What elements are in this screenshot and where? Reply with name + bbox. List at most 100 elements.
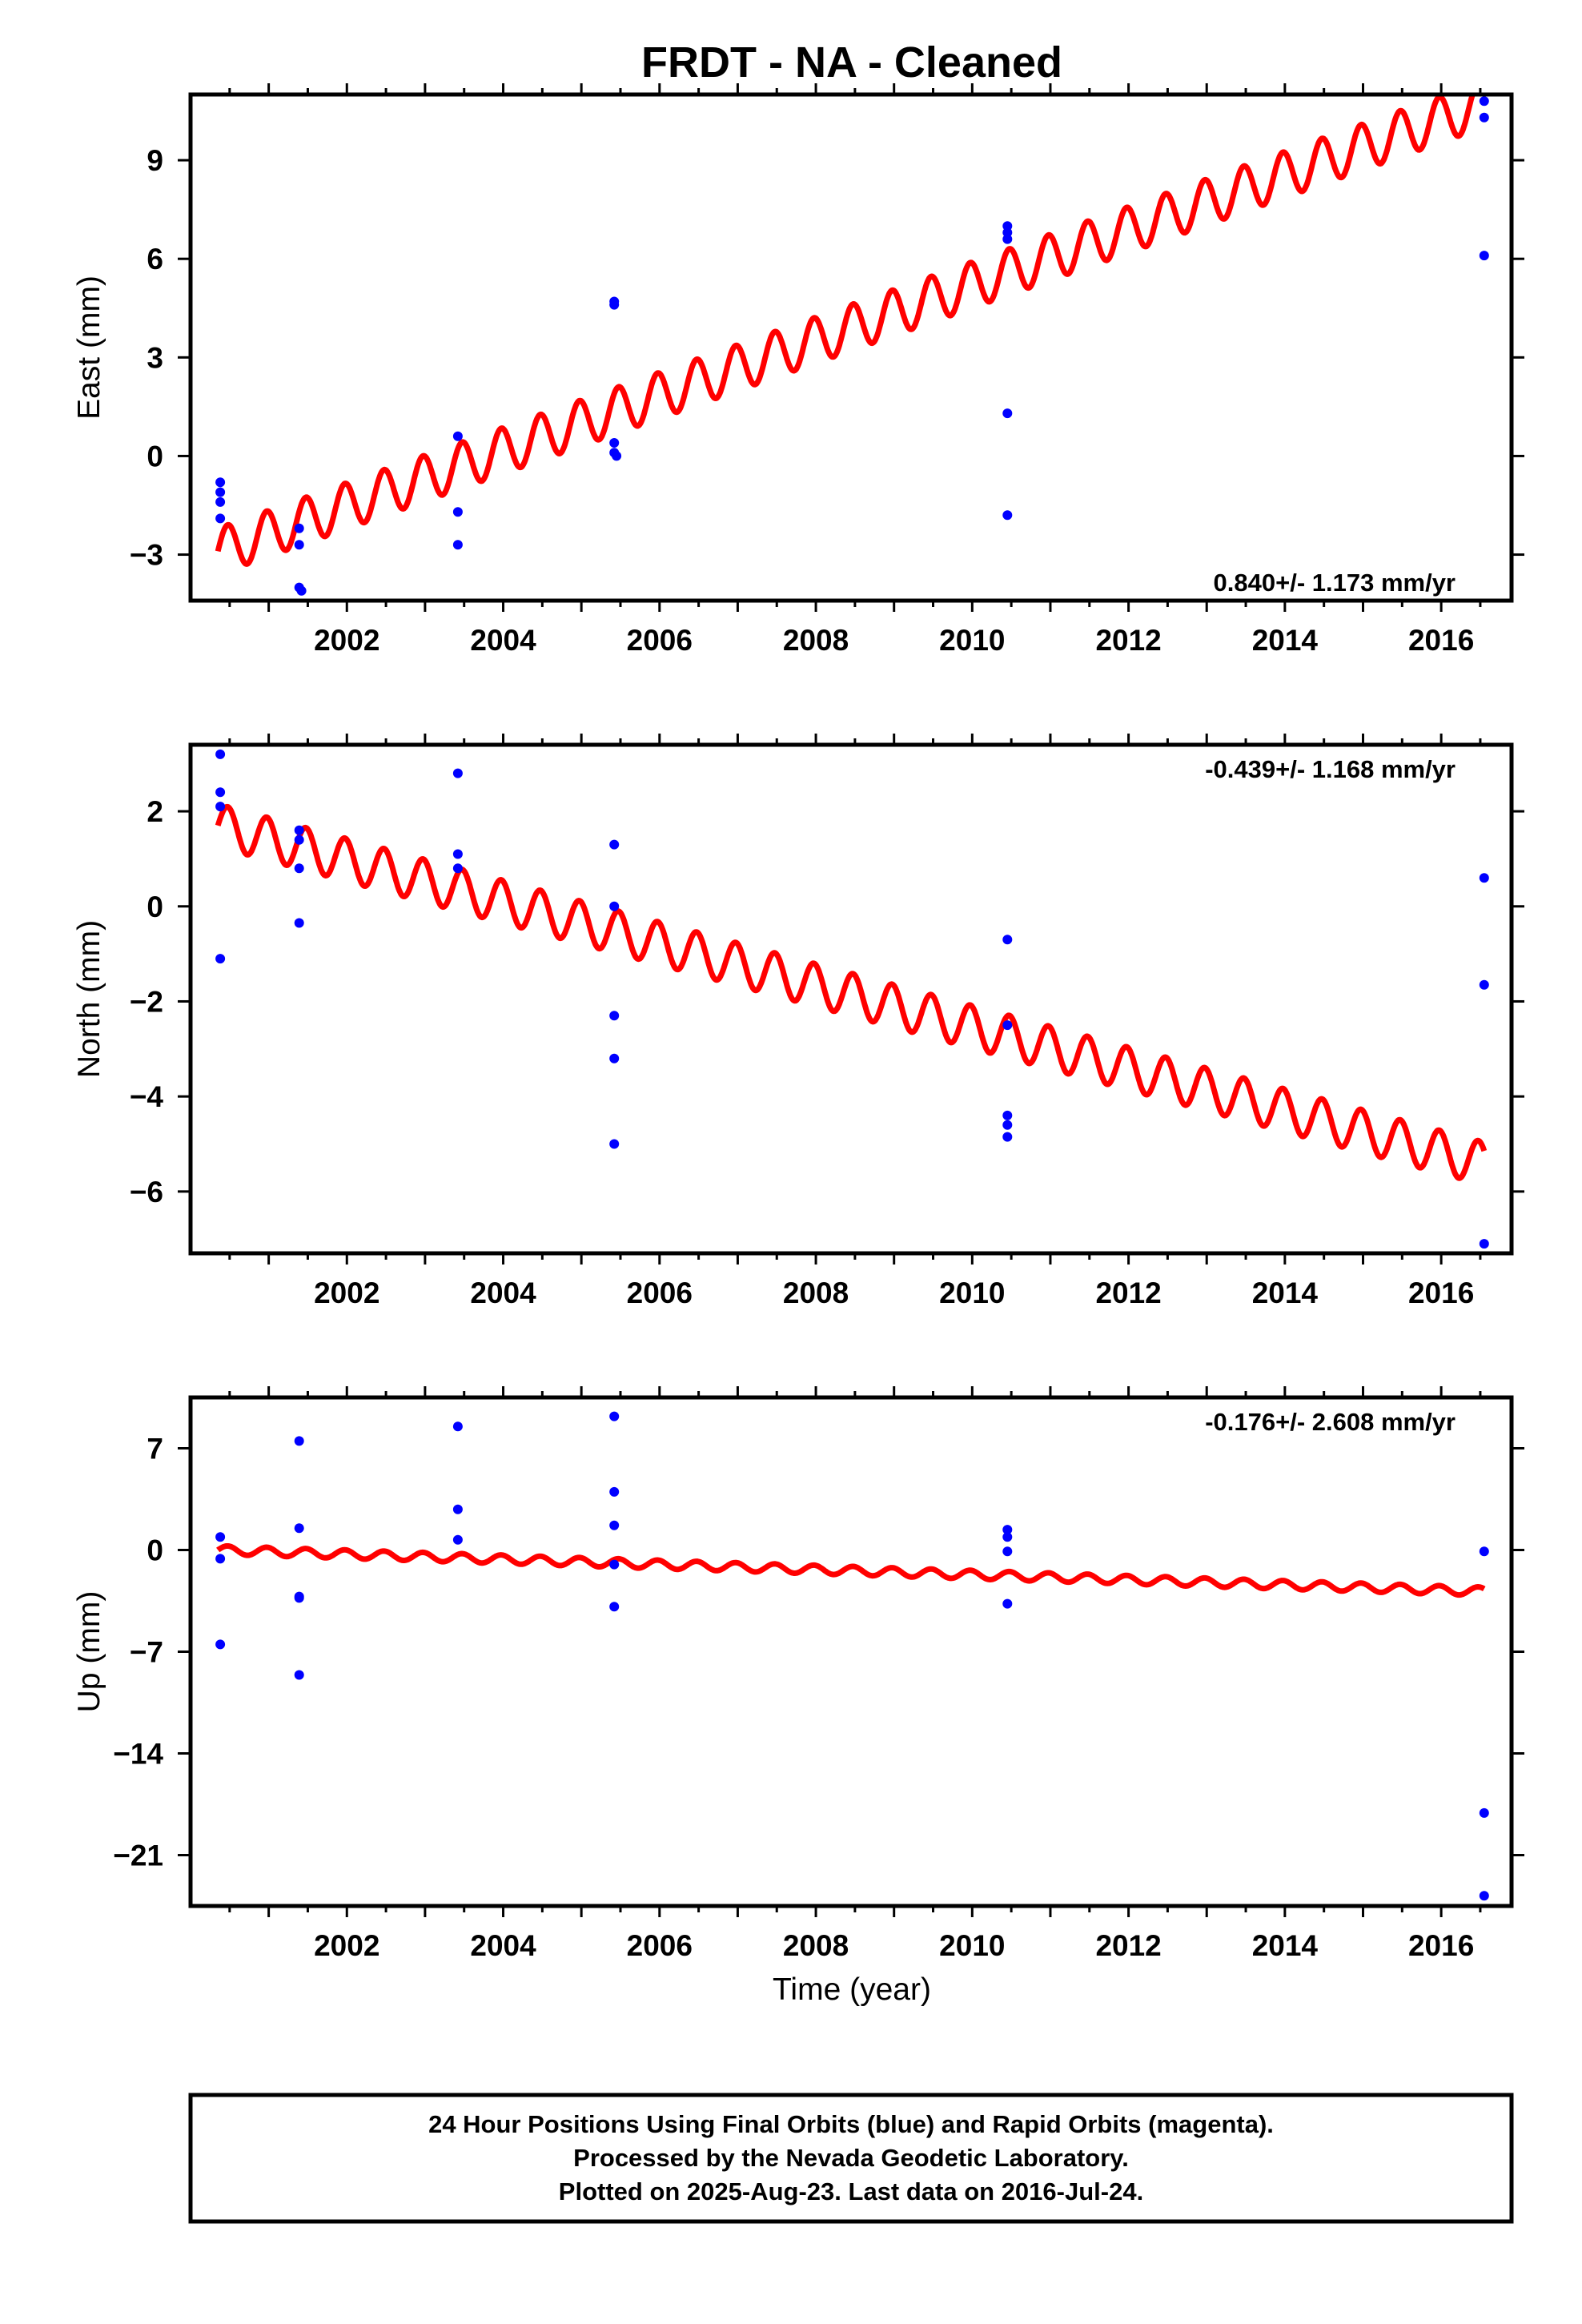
east-x-tick-label: 2012: [1095, 624, 1161, 657]
east-y-tick-label: 9: [147, 144, 163, 177]
north-data-point: [609, 1011, 620, 1021]
legend-box: [188, 2093, 1514, 2224]
east-y-axis-label: East (mm): [72, 275, 106, 420]
north-data-point: [609, 1053, 620, 1063]
north-data-point: [1002, 1132, 1013, 1142]
up-data-point: [452, 1504, 463, 1514]
north-x-tick-label: 2012: [1095, 1277, 1161, 1309]
east-y-tick-label: −3: [130, 539, 163, 572]
up-data-point: [1002, 1525, 1013, 1535]
north-data-point: [1002, 1110, 1013, 1120]
east-y-tick-label: 6: [147, 243, 163, 275]
east-data-point: [215, 487, 226, 497]
north-x-tick-label: 2010: [939, 1277, 1005, 1309]
up-y-tick-label: 7: [147, 1433, 163, 1466]
east-data-point: [1002, 227, 1013, 238]
north-data-point: [452, 768, 463, 778]
legend-line-2: Processed by the Nevada Geodetic Laborat…: [573, 2144, 1129, 2172]
north-rate-label: -0.439+/- 1.168 mm/yr: [1205, 755, 1456, 783]
up-data-point: [1479, 1807, 1489, 1818]
east-data-point: [296, 585, 307, 596]
up-data-point: [294, 1670, 304, 1680]
north-data-point: [215, 787, 226, 798]
up-data-point: [609, 1602, 620, 1612]
north-data-point: [215, 802, 226, 812]
up-y-tick-label: −21: [113, 1839, 163, 1872]
figure-title: FRDT - NA - Cleaned: [641, 38, 1062, 86]
east-x-tick-label: 2008: [783, 624, 849, 657]
north-data-point: [452, 863, 463, 874]
north-data-point: [1479, 979, 1489, 990]
north-x-tick-label: 2008: [783, 1277, 849, 1309]
east-data-point: [215, 497, 226, 507]
east-x-tick-label: 2010: [939, 624, 1005, 657]
north-x-tick-label: 2016: [1408, 1277, 1474, 1309]
legend-line-1: 24 Hour Positions Using Final Orbits (bl…: [428, 2110, 1274, 2138]
up-data-point: [609, 1520, 620, 1530]
up-data-point: [294, 1436, 304, 1446]
up-data-point: [294, 1593, 304, 1603]
north-data-point: [1002, 1020, 1013, 1031]
panel-north: 2002 2004 2006 2008 2010 2012 2014 2016 −6 −4 −2 0 2…: [72, 734, 1524, 1309]
up-data-point: [452, 1534, 463, 1545]
up-y-tick-label: 0: [147, 1534, 163, 1567]
up-y-axis-label: Up (mm): [72, 1591, 106, 1713]
east-x-tick-label: 2002: [314, 624, 379, 657]
north-data-point: [1479, 873, 1489, 883]
east-rate-label: 0.840+/- 1.173 mm/yr: [1214, 569, 1456, 597]
up-data-point: [215, 1554, 226, 1564]
east-x-tick-label: 2006: [627, 624, 693, 657]
north-y-tick-label: −2: [130, 985, 163, 1018]
panels-group: 2002 2004 2006 2008 2010 2012 2014 2016 −3 0 3 6 9 Ea…: [72, 83, 1524, 1962]
up-data-point: [609, 1559, 620, 1570]
legend-line-3: Plotted on 2025-Aug-23. Last data on 201…: [559, 2177, 1143, 2205]
north-data-point: [215, 954, 226, 964]
up-x-tick-label: 2004: [470, 1929, 536, 1962]
up-data-point: [609, 1486, 620, 1497]
east-data-point: [294, 523, 304, 533]
east-data-point: [294, 540, 304, 550]
up-data-point: [1002, 1532, 1013, 1542]
east-data-point: [609, 438, 620, 448]
x-axis-label: Time (year): [773, 1972, 931, 2007]
east-y-tick-label: 0: [147, 440, 163, 472]
up-x-tick-label: 2016: [1408, 1929, 1474, 1962]
up-data-point: [1002, 1546, 1013, 1557]
east-frame: [188, 92, 1514, 603]
north-x-tick-label: 2014: [1252, 1277, 1319, 1309]
east-data-point: [452, 431, 463, 441]
up-y-tick-label: −7: [130, 1636, 163, 1669]
east-data-point: [609, 296, 620, 307]
north-data-point: [294, 863, 304, 874]
north-data-point: [452, 849, 463, 859]
north-y-tick-label: 2: [147, 795, 163, 828]
north-data-point: [609, 1139, 620, 1149]
up-data-point: [609, 1411, 620, 1421]
up-frame: [188, 1395, 1514, 1908]
up-y-tick-label: −14: [113, 1738, 163, 1771]
east-data-point: [1479, 112, 1489, 123]
north-frame: [188, 742, 1514, 1256]
up-model-curve: [215, 1543, 1487, 1598]
up-data-point: [1002, 1598, 1013, 1609]
east-data-point: [215, 513, 226, 524]
north-data-point: [215, 749, 226, 759]
north-data-point: [294, 825, 304, 835]
east-data-point: [215, 477, 226, 488]
panel-up: 2002 2004 2006 2008 2010 2012 2014 2016 −21 −14 −7…: [72, 1386, 1524, 1962]
east-y-tick-label: 3: [147, 341, 163, 374]
east-data-point: [1002, 234, 1013, 244]
north-data-point: [1479, 1239, 1489, 1249]
up-data-point: [215, 1639, 226, 1650]
east-data-point: [1479, 251, 1489, 261]
north-y-tick-label: −6: [130, 1176, 163, 1208]
up-data-point: [1479, 1891, 1489, 1901]
north-y-tick-label: 0: [147, 891, 163, 923]
up-data-point: [294, 1523, 304, 1534]
up-data-point: [1479, 1546, 1489, 1557]
east-x-tick-label: 2004: [470, 624, 536, 657]
north-data-point: [609, 901, 620, 911]
up-x-tick-label: 2006: [627, 1929, 693, 1962]
up-data-point: [452, 1421, 463, 1432]
